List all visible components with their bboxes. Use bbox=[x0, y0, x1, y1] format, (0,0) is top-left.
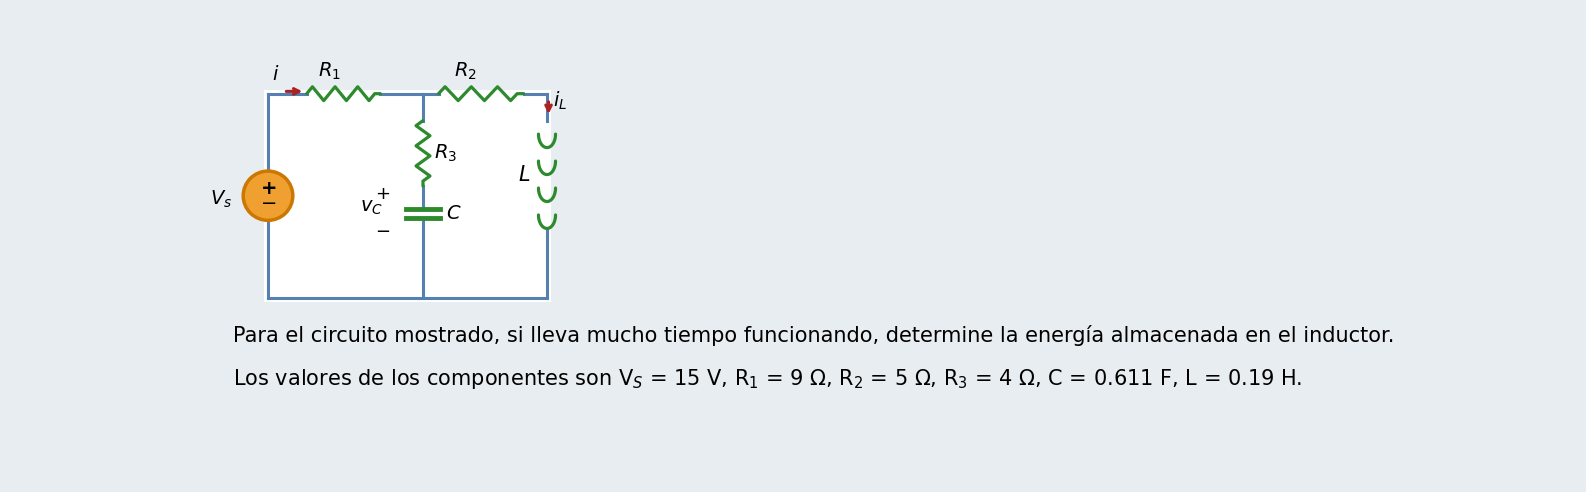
Text: $L$: $L$ bbox=[517, 164, 530, 184]
Text: $i_L$: $i_L$ bbox=[554, 90, 568, 112]
Text: Para el circuito mostrado, si lleva mucho tiempo funcionando, determine la energ: Para el circuito mostrado, si lleva much… bbox=[233, 325, 1394, 346]
Circle shape bbox=[243, 171, 293, 220]
Text: Los valores de los componentes son V$_S$ = 15 V, R$_1$ = 9 Ω, R$_2$ = 5 Ω, R$_3$: Los valores de los componentes son V$_S$… bbox=[233, 367, 1302, 391]
Text: $R_1$: $R_1$ bbox=[319, 61, 341, 82]
Text: +: + bbox=[376, 185, 390, 203]
Text: +: + bbox=[262, 179, 278, 198]
Text: $C$: $C$ bbox=[446, 204, 462, 223]
Text: −: − bbox=[376, 223, 390, 241]
Text: $v_C$: $v_C$ bbox=[360, 198, 382, 217]
Text: $R_2$: $R_2$ bbox=[454, 61, 477, 82]
Text: $R_3$: $R_3$ bbox=[435, 143, 457, 164]
Text: $i$: $i$ bbox=[271, 65, 279, 84]
Text: $V_s$: $V_s$ bbox=[211, 189, 233, 210]
Bar bbox=[265, 90, 550, 302]
Text: −: − bbox=[262, 194, 278, 213]
